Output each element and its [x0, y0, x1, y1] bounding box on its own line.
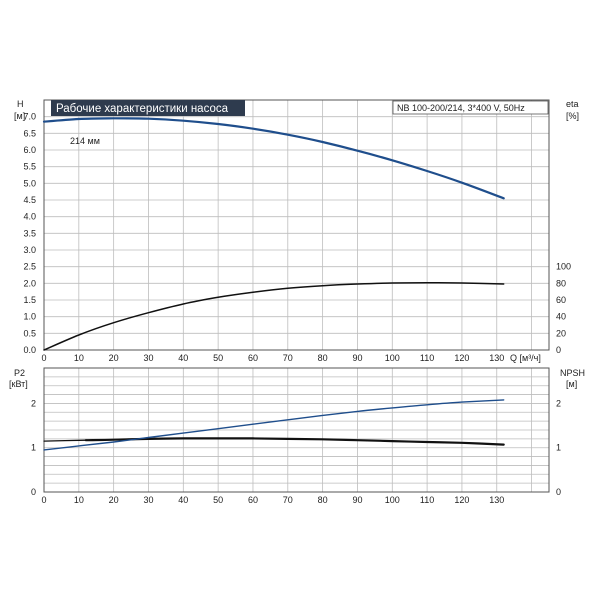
p2-axis-label: P2 [14, 368, 25, 378]
head-curve [42, 117, 505, 200]
x-tick-label: 110 [420, 495, 434, 505]
h-tick-label: 3.5 [23, 228, 36, 238]
top-panel-frame [43, 99, 550, 351]
x-tick-label: 70 [283, 353, 293, 363]
eta-axis-unit: [%] [566, 111, 579, 121]
eta-tick-label: 20 [556, 328, 566, 338]
h-tick-label: 3.0 [23, 245, 36, 255]
bottom-panel-series [43, 399, 505, 451]
h-tick-label: 1.0 [23, 312, 36, 322]
bottom-panel-grid [43, 368, 549, 492]
x-tick-label: 130 [489, 353, 504, 363]
power-curve [84, 437, 505, 446]
eta-tick-label: 100 [556, 262, 571, 272]
x-tick-label: 40 [178, 353, 188, 363]
x-tick-label: 10 [74, 353, 84, 363]
eta-tick-label: 80 [556, 278, 566, 288]
chart-title: Рабочие характеристики насоса [56, 103, 229, 115]
x-tick-label: 120 [454, 495, 469, 505]
x-tick-label: 30 [143, 495, 153, 505]
h-tick-label: 6.0 [23, 145, 36, 155]
h-tick-label: 2.5 [23, 262, 36, 272]
top-panel-grid [43, 100, 549, 351]
x-tick-label: 40 [178, 495, 188, 505]
top-panel-ticks: 0 10 20 30 40 50 60 70 80 90 100 110 120 130 0.0 0.5 1.0… [23, 112, 571, 363]
h-axis-label: H [17, 99, 24, 109]
eta-axis-label: eta [566, 99, 579, 109]
chart-title-box [51, 100, 245, 116]
npsh-tick-label: 2 [556, 398, 561, 408]
h-axis-unit: [м] [14, 111, 25, 121]
npsh-curve [43, 399, 505, 451]
model-label: NB 100-200/214, 3*400 V, 50Hz [397, 103, 525, 113]
h-tick-label: 7.0 [23, 112, 36, 122]
x-tick-label: 130 [489, 495, 504, 505]
p2-axis-unit: [кВт] [9, 379, 28, 389]
x-tick-label: 120 [454, 353, 469, 363]
h-tick-label: 5.0 [23, 178, 36, 188]
npsh-tick-label: 0 [556, 487, 561, 497]
eta-tick-label: 60 [556, 295, 566, 305]
h-tick-label: 1.5 [23, 295, 36, 305]
x-tick-label: 20 [109, 495, 119, 505]
x-tick-label: 50 [213, 353, 223, 363]
efficiency-curve [43, 281, 505, 351]
power-curve-extension [43, 439, 87, 442]
h-tick-label: 4.0 [23, 212, 36, 222]
eta-tick-label: 40 [556, 312, 566, 322]
p2-tick-label: 1 [31, 443, 36, 453]
h-tick-label: 2.0 [23, 278, 36, 288]
h-tick-label: 4.5 [23, 195, 36, 205]
x-tick-label: 0 [41, 353, 46, 363]
model-box [392, 100, 549, 115]
x-tick-label: 90 [352, 495, 362, 505]
x-tick-label: 80 [318, 495, 328, 505]
x-tick-label: 60 [248, 353, 258, 363]
x-tick-label: 80 [318, 353, 328, 363]
x-tick-label: 50 [213, 495, 223, 505]
x-tick-label: 90 [352, 353, 362, 363]
x-tick-label: 110 [420, 353, 434, 363]
x-tick-label: 60 [248, 495, 258, 505]
p2-tick-label: 2 [31, 398, 36, 408]
h-tick-label: 0.5 [23, 328, 36, 338]
x-tick-label: 70 [283, 495, 293, 505]
h-tick-label: 5.5 [23, 162, 36, 172]
npsh-tick-label: 1 [556, 443, 561, 453]
h-tick-label: 0.0 [23, 345, 36, 355]
bottom-panel-frame [43, 367, 550, 493]
x-tick-label: 30 [143, 353, 153, 363]
eta-tick-label: 0 [556, 345, 561, 355]
top-panel-series [42, 117, 505, 351]
npsh-axis-label: NPSH [560, 368, 585, 378]
npsh-axis-unit: [м] [566, 379, 577, 389]
x-tick-label: 100 [385, 353, 400, 363]
h-tick-label: 6.5 [23, 128, 36, 138]
x-tick-label: 100 [385, 495, 400, 505]
x-tick-label: 20 [109, 353, 119, 363]
q-axis-label: Q [м³/ч] [510, 353, 541, 363]
x-tick-label: 0 [41, 495, 46, 505]
impeller-diameter-annotation: 214 мм [70, 136, 100, 146]
p2-tick-label: 0 [31, 487, 36, 497]
x-tick-label: 10 [74, 495, 84, 505]
